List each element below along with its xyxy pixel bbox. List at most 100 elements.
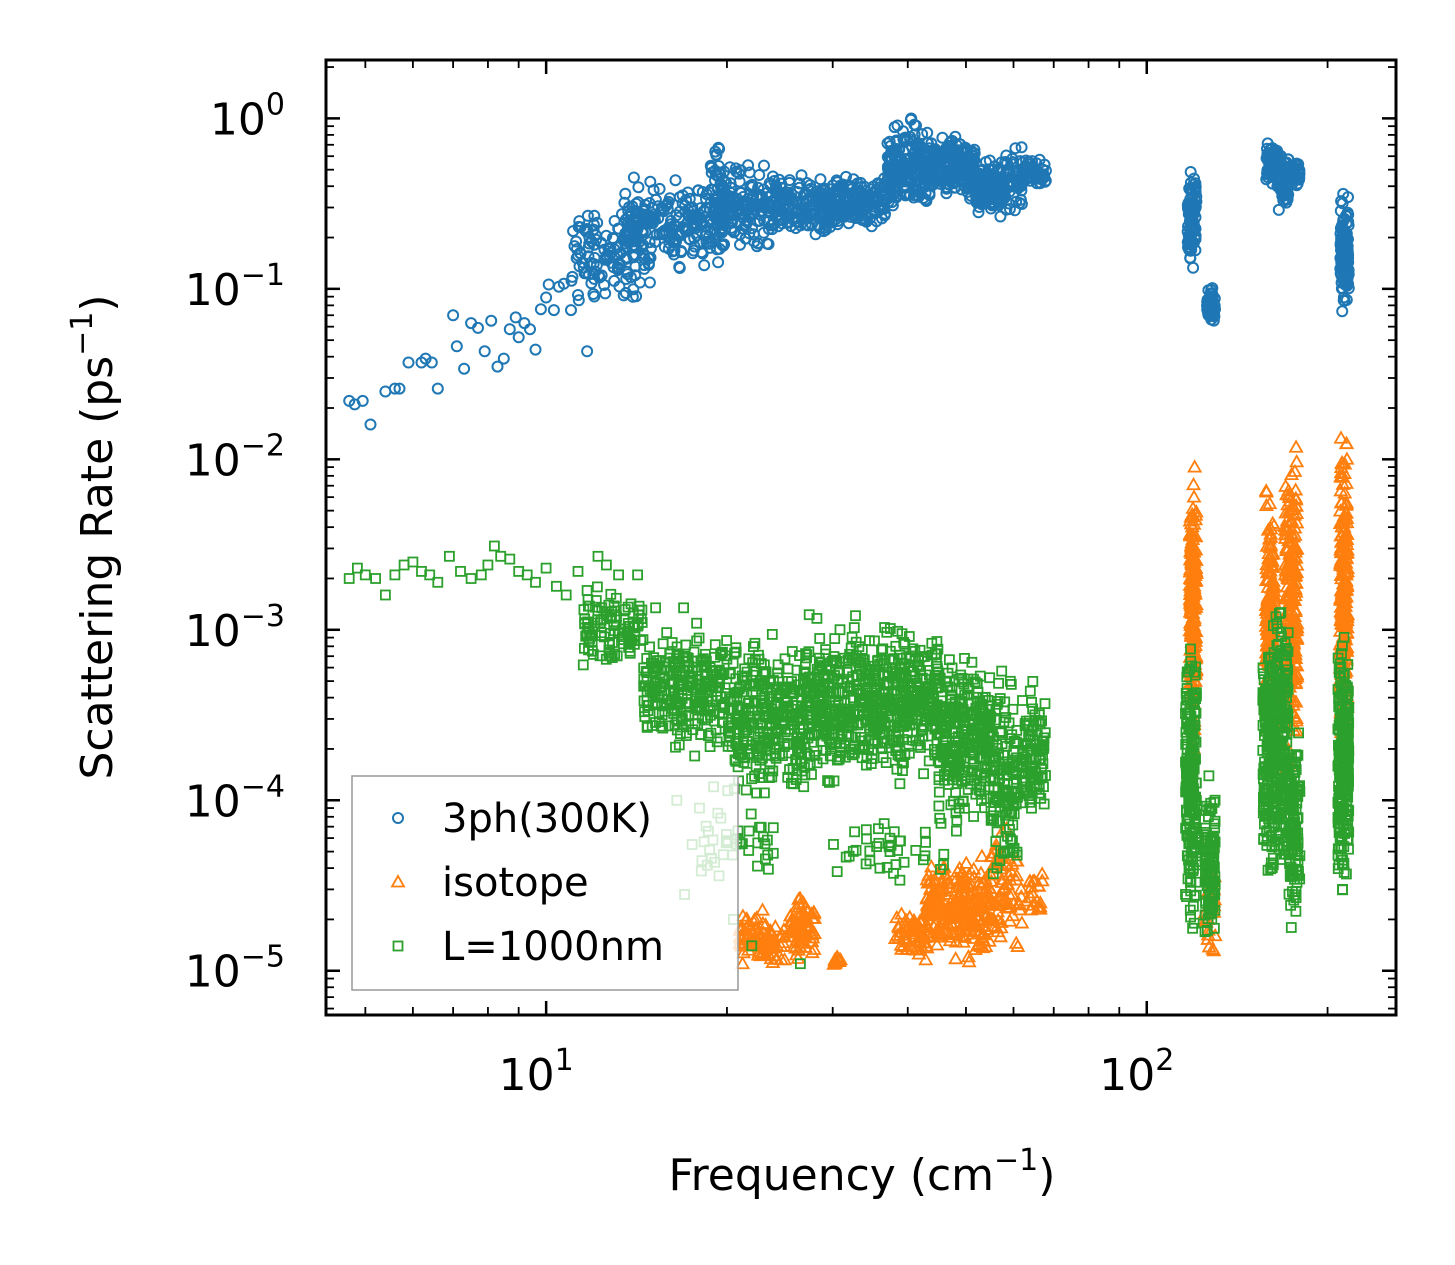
- data-point: [1335, 576, 1351, 590]
- data-point: [757, 226, 770, 239]
- data-point: [1339, 228, 1352, 241]
- data-point: [743, 921, 759, 935]
- data-point: [742, 931, 758, 945]
- data-point: [1010, 181, 1023, 193]
- data-point: [587, 257, 600, 270]
- data-point: [485, 314, 498, 327]
- data-point: [735, 955, 751, 970]
- data-point: [843, 180, 856, 193]
- data-point: [583, 230, 596, 243]
- data-point: [639, 711, 651, 722]
- data-point: [813, 666, 825, 678]
- data-point: [751, 787, 762, 799]
- data-point: [974, 848, 990, 862]
- data-point: [817, 753, 829, 765]
- data-point: [570, 235, 583, 248]
- data-point: [845, 744, 857, 755]
- data-point: [958, 855, 974, 869]
- data-point: [806, 904, 822, 918]
- data-point: [746, 178, 759, 191]
- data-point: [976, 926, 992, 941]
- data-point: [767, 919, 783, 933]
- data-point: [967, 155, 980, 167]
- data-point: [718, 238, 731, 251]
- data-point: [847, 196, 860, 209]
- data-point: [975, 939, 991, 954]
- data-point: [478, 345, 491, 358]
- data-point: [1340, 293, 1353, 306]
- data-point: [798, 939, 814, 953]
- data-point: [1288, 439, 1304, 453]
- data-point: [1272, 203, 1285, 216]
- data-point: [802, 695, 813, 707]
- data-point: [1005, 907, 1021, 922]
- data-point: [740, 717, 752, 729]
- data-point: [899, 919, 915, 933]
- data-point: [759, 787, 770, 799]
- data-point: [1000, 183, 1013, 196]
- data-point: [1003, 197, 1015, 210]
- data-point: [831, 176, 844, 189]
- data-point: [675, 728, 686, 739]
- data-point: [762, 682, 773, 693]
- data-point: [678, 602, 689, 614]
- data-point: [1039, 175, 1052, 188]
- data-point: [818, 713, 830, 725]
- data-point: [1265, 546, 1281, 560]
- data-point: [822, 775, 833, 786]
- data-point: [966, 869, 982, 883]
- data-point: [1259, 605, 1275, 619]
- data-point: [1337, 215, 1350, 228]
- data-point: [581, 223, 594, 235]
- data-point: [805, 218, 818, 231]
- data-point: [708, 705, 719, 717]
- data-point: [1000, 203, 1013, 216]
- data-point: [736, 747, 748, 759]
- data-point: [791, 758, 803, 770]
- data-point: [756, 930, 772, 945]
- data-point: [779, 653, 791, 665]
- data-point: [887, 930, 903, 944]
- data-point: [835, 180, 848, 193]
- data-point: [785, 683, 796, 695]
- data-point: [785, 917, 801, 931]
- data-point: [743, 825, 755, 837]
- data-point: [724, 216, 737, 229]
- data-point: [802, 918, 818, 932]
- data-point: [649, 193, 662, 206]
- data-point: [730, 738, 742, 749]
- data-point: [619, 287, 632, 299]
- data-point: [529, 343, 542, 356]
- data-point: [668, 669, 679, 681]
- data-point: [770, 180, 782, 192]
- data-point: [1282, 611, 1298, 625]
- data-point: [600, 249, 613, 262]
- data-point: [1034, 866, 1050, 880]
- data-point: [1280, 588, 1296, 602]
- data-point: [1032, 899, 1048, 913]
- data-point: [693, 632, 705, 644]
- data-point: [735, 908, 751, 922]
- data-point: [596, 627, 607, 639]
- data-point: [915, 151, 928, 164]
- data-point: [1015, 141, 1028, 154]
- data-point: [970, 936, 987, 950]
- data-point: [857, 654, 869, 665]
- data-point: [1184, 627, 1200, 641]
- data-point: [853, 744, 865, 755]
- data-point: [629, 210, 642, 222]
- data-point: [1001, 886, 1017, 900]
- data-point: [1182, 544, 1199, 558]
- data-point: [837, 206, 850, 219]
- data-point: [952, 894, 968, 909]
- data-point: [872, 723, 884, 734]
- data-point: [904, 719, 916, 731]
- data-point: [692, 704, 704, 716]
- data-point: [611, 650, 623, 662]
- data-point: [816, 699, 827, 711]
- data-point: [896, 159, 909, 172]
- data-point: [804, 751, 816, 762]
- data-point: [622, 628, 634, 639]
- data-point: [868, 738, 880, 750]
